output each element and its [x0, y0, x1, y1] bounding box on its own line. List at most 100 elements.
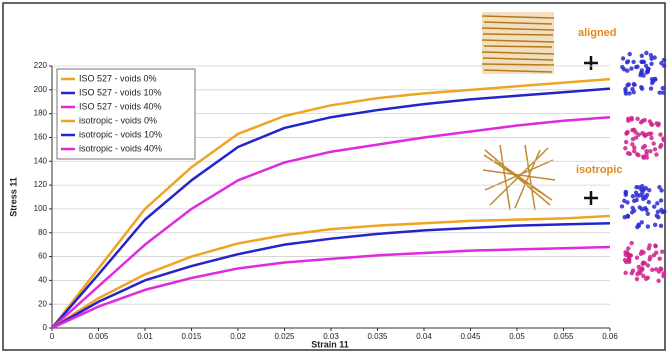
- x-tick-label: 0.02: [230, 332, 246, 341]
- void-dot: [623, 146, 627, 150]
- void-dot: [630, 128, 634, 132]
- void-dot: [641, 262, 645, 266]
- void-dot: [643, 134, 647, 138]
- y-tick-label: 160: [34, 133, 48, 142]
- void-dot: [659, 224, 663, 228]
- void-dot: [659, 198, 663, 202]
- y-tick-label: 60: [38, 252, 47, 261]
- void-dot: [635, 117, 639, 121]
- annotation: isotropic: [576, 164, 622, 176]
- void-dot: [635, 255, 639, 259]
- void-dot: [648, 149, 652, 153]
- void-dot: [626, 246, 630, 250]
- void-dot: [623, 271, 627, 275]
- void-dot: [638, 271, 642, 275]
- x-tick-label: 0.05: [509, 332, 525, 341]
- void-dot: [624, 131, 628, 135]
- void-dot: [643, 206, 647, 210]
- void-dot: [652, 253, 656, 257]
- void-dot: [654, 152, 658, 156]
- void-dot: [640, 220, 644, 224]
- void-dot: [653, 147, 657, 151]
- void-dot: [647, 200, 651, 204]
- void-dot: [650, 268, 654, 272]
- void-dot: [620, 65, 624, 69]
- void-dot: [643, 144, 647, 148]
- void-dot: [640, 119, 644, 123]
- x-tick-label: 0.06: [602, 332, 618, 341]
- y-tick-label: 40: [38, 275, 47, 284]
- void-dot: [629, 241, 633, 245]
- x-tick-label: 0.04: [416, 332, 432, 341]
- void-dot: [639, 252, 643, 256]
- void-dot: [656, 210, 660, 214]
- void-dot: [620, 204, 624, 208]
- void-dot: [624, 91, 628, 95]
- void-dot: [656, 279, 660, 283]
- legend-label: ISO 527 - voids 10%: [79, 87, 162, 97]
- void-dot: [632, 82, 636, 86]
- x-tick-label: 0: [50, 332, 55, 341]
- y-tick-label: 140: [34, 156, 48, 165]
- y-tick-label: 80: [38, 228, 47, 237]
- void-dot: [641, 60, 645, 64]
- void-dot: [658, 90, 662, 94]
- void-dot: [626, 258, 630, 262]
- void-dot: [621, 56, 625, 60]
- y-tick-label: 0: [43, 323, 48, 332]
- x-tick-label: 0.005: [88, 332, 109, 341]
- void-dot: [650, 123, 654, 127]
- void-dot: [651, 141, 655, 145]
- x-tick-label: 0.03: [323, 332, 339, 341]
- void-dot: [646, 263, 650, 267]
- void-dot: [659, 267, 663, 271]
- void-dot: [634, 65, 638, 69]
- void-dot: [653, 223, 657, 227]
- void-dot: [622, 199, 626, 203]
- legend: ISO 527 - voids 0%ISO 527 - voids 10%ISO…: [57, 69, 195, 159]
- void-dot: [653, 244, 657, 248]
- void-dot: [640, 54, 644, 58]
- y-tick-label: 20: [38, 299, 47, 308]
- void-dot: [661, 86, 665, 90]
- void-dot: [641, 155, 645, 159]
- x-tick-label: 0.025: [274, 332, 295, 341]
- void-dot: [646, 224, 650, 228]
- void-dot: [640, 68, 644, 72]
- void-dot: [631, 60, 635, 64]
- void-dot: [626, 214, 630, 218]
- void-dot: [658, 145, 662, 149]
- legend-label: isotropic - voids 10%: [79, 129, 162, 139]
- void-dot: [628, 52, 632, 56]
- void-dot: [652, 204, 656, 208]
- void-dot: [637, 265, 641, 269]
- void-dot: [637, 132, 641, 136]
- void-dot: [628, 152, 632, 156]
- void-dot: [635, 277, 639, 281]
- void-dot: [645, 193, 649, 197]
- y-tick-label: 100: [34, 204, 48, 213]
- void-dot: [656, 123, 660, 127]
- aligned-fibers: [482, 12, 554, 74]
- void-dot: [641, 197, 645, 201]
- void-dot: [644, 51, 648, 55]
- void-dot: [632, 90, 636, 94]
- void-dot: [649, 136, 653, 140]
- void-dot: [641, 188, 645, 192]
- x-tick-label: 0.035: [367, 332, 388, 341]
- void-dot: [624, 140, 628, 144]
- y-tick-label: 200: [34, 85, 48, 94]
- void-dot: [631, 194, 635, 198]
- void-dot: [634, 190, 638, 194]
- void-dot: [655, 201, 659, 205]
- void-dot: [630, 206, 634, 210]
- x-tick-label: 0.045: [460, 332, 481, 341]
- void-dot: [626, 59, 630, 63]
- y-tick-label: 220: [34, 61, 48, 70]
- void-dot: [646, 212, 650, 216]
- void-dot: [625, 83, 629, 87]
- void-dot: [647, 132, 651, 136]
- void-dot: [647, 188, 651, 192]
- x-tick-label: 0.015: [181, 332, 202, 341]
- void-dot: [661, 271, 665, 275]
